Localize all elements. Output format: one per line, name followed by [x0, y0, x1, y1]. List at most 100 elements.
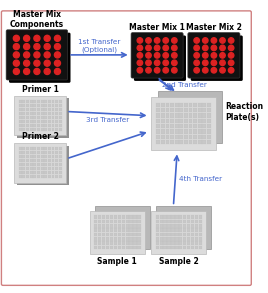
Bar — [198, 124, 202, 128]
Circle shape — [154, 60, 160, 66]
Bar — [163, 233, 167, 236]
Bar — [168, 215, 171, 219]
Bar — [195, 228, 198, 232]
Bar — [207, 140, 211, 144]
Bar — [106, 241, 109, 245]
Bar — [125, 224, 129, 228]
Circle shape — [24, 60, 30, 66]
Bar — [170, 140, 174, 144]
Bar — [26, 104, 29, 107]
Bar — [137, 246, 141, 249]
Bar — [17, 98, 69, 138]
Bar — [191, 233, 194, 236]
Bar — [156, 215, 159, 219]
FancyBboxPatch shape — [6, 30, 68, 80]
Bar — [37, 108, 40, 111]
Bar — [122, 246, 125, 249]
Bar — [179, 129, 183, 134]
Bar — [51, 104, 54, 107]
Bar — [22, 128, 25, 131]
Bar — [207, 108, 211, 113]
Bar — [59, 120, 62, 123]
Bar — [102, 224, 105, 228]
Bar — [171, 224, 175, 228]
Bar — [183, 246, 187, 249]
Bar — [48, 167, 51, 170]
Bar — [98, 224, 101, 228]
Bar — [40, 128, 43, 131]
Bar — [161, 103, 165, 107]
Bar — [44, 171, 47, 174]
Bar — [184, 129, 188, 134]
Bar — [199, 241, 202, 245]
Circle shape — [203, 45, 208, 51]
Bar — [187, 219, 190, 223]
Bar — [48, 108, 51, 111]
Bar — [48, 147, 51, 151]
Bar — [33, 108, 36, 111]
Bar — [163, 241, 167, 245]
Bar — [137, 241, 141, 245]
Bar — [175, 129, 179, 134]
Circle shape — [154, 68, 160, 73]
Circle shape — [44, 35, 50, 41]
Circle shape — [44, 44, 50, 50]
FancyBboxPatch shape — [1, 11, 251, 285]
Bar — [166, 113, 169, 118]
Bar — [22, 124, 25, 127]
Bar — [55, 100, 58, 103]
Bar — [33, 159, 36, 162]
Bar — [59, 128, 62, 131]
Bar — [163, 219, 167, 223]
Circle shape — [146, 60, 151, 66]
Bar — [26, 100, 29, 103]
Circle shape — [34, 52, 40, 58]
Circle shape — [228, 38, 234, 43]
Bar — [19, 120, 22, 123]
Bar — [51, 100, 54, 103]
Bar — [37, 100, 40, 103]
Bar — [168, 219, 171, 223]
Bar — [51, 124, 54, 127]
Bar — [22, 120, 25, 123]
Bar — [19, 124, 22, 127]
FancyBboxPatch shape — [188, 33, 240, 78]
Bar — [199, 246, 202, 249]
Bar — [156, 108, 160, 113]
Bar — [122, 228, 125, 232]
Bar — [59, 100, 62, 103]
Bar — [30, 175, 33, 178]
Bar — [191, 228, 194, 232]
Bar — [168, 228, 171, 232]
Bar — [171, 233, 175, 236]
Bar — [156, 140, 160, 144]
Bar — [37, 175, 40, 178]
Bar — [55, 120, 58, 123]
Bar — [202, 124, 206, 128]
Bar — [19, 112, 22, 115]
Bar — [170, 113, 174, 118]
Bar — [44, 104, 47, 107]
Bar — [175, 113, 179, 118]
Bar — [175, 228, 178, 232]
Circle shape — [34, 44, 40, 50]
Bar — [122, 224, 125, 228]
Bar — [129, 237, 133, 241]
Bar — [170, 134, 174, 139]
Bar — [193, 129, 197, 134]
Bar — [102, 233, 105, 236]
Bar — [26, 167, 29, 170]
Bar — [59, 159, 62, 162]
Bar — [129, 224, 133, 228]
Bar — [170, 103, 174, 107]
Bar — [170, 119, 174, 123]
Bar — [195, 224, 198, 228]
Bar — [30, 167, 33, 170]
Bar — [118, 246, 121, 249]
Bar — [19, 147, 22, 151]
Bar — [48, 120, 51, 123]
Bar — [175, 219, 178, 223]
Bar — [44, 108, 47, 111]
Bar — [48, 100, 51, 103]
Circle shape — [34, 60, 40, 66]
